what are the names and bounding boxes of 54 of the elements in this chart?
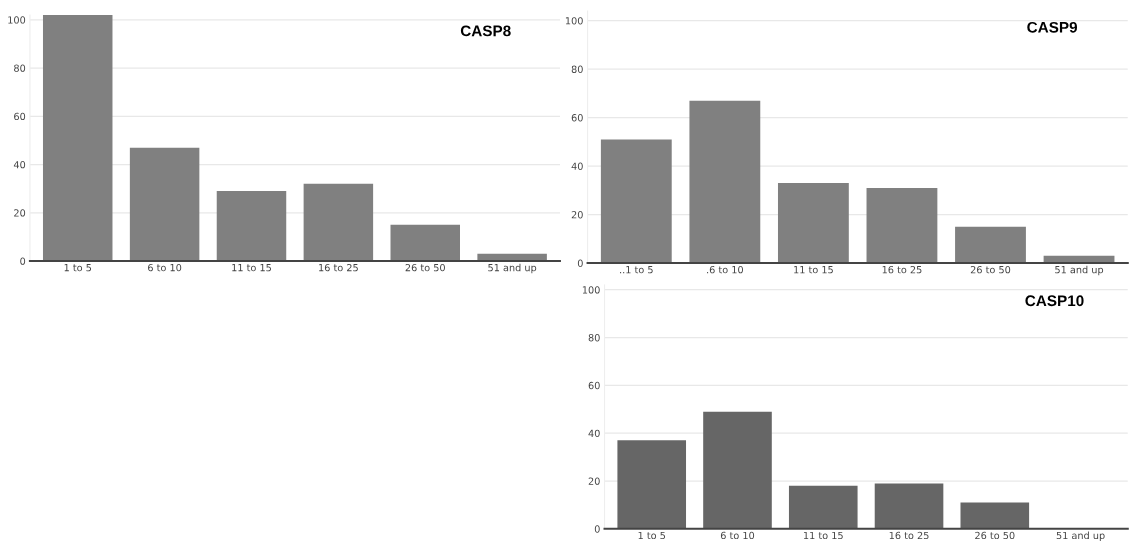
- bar: [874, 483, 944, 529]
- x-tick-label: 26 to 50: [405, 263, 445, 272]
- bar: [960, 502, 1030, 529]
- y-tick-label: 20: [14, 209, 26, 217]
- x-tick-label: 51 and up: [1055, 265, 1104, 276]
- bar: [788, 485, 858, 529]
- y-tick-label: 20: [588, 477, 600, 485]
- y-tick-label: 100: [8, 16, 26, 24]
- x-tick-label: 26 to 50: [970, 265, 1011, 274]
- y-tick-label: 0: [577, 259, 583, 267]
- x-tick-label: 6 to 10: [720, 531, 755, 540]
- bar: [703, 411, 772, 529]
- y-tick-label: 0: [594, 525, 600, 533]
- x-tick-label: ..1 to 5: [620, 266, 653, 274]
- bar: [600, 139, 672, 264]
- y-tick-label: 20: [571, 211, 583, 219]
- x-tick-label: .6 to 10: [707, 265, 743, 274]
- y-tick-label: 40: [13, 161, 26, 169]
- bar: [216, 191, 287, 262]
- y-tick-label: 80: [571, 65, 583, 73]
- x-tick-label: 1 to 5: [64, 264, 92, 272]
- bar: [303, 183, 374, 262]
- bar: [955, 226, 1026, 264]
- y-tick-label: 40: [588, 429, 600, 438]
- y-tick-label: 80: [14, 64, 26, 72]
- bar: [390, 224, 460, 262]
- x-tick-label: 16 to 25: [319, 263, 358, 272]
- x-tick-label: 16 to 25: [889, 531, 929, 540]
- y-tick-label: 40: [571, 162, 583, 170]
- text: CASP8: [460, 25, 511, 37]
- bar: [129, 147, 200, 262]
- x-tick-label: 51 and up: [1056, 531, 1105, 542]
- y-tick-label: 60: [14, 112, 26, 121]
- x-tick-label: 11 to 15: [794, 266, 833, 274]
- bar: [777, 183, 849, 264]
- y-tick-label: 0: [20, 257, 26, 265]
- x-tick-label: 26 to 50: [975, 531, 1015, 540]
- bar: [617, 440, 687, 529]
- y-tick-label: 80: [588, 334, 600, 342]
- text: CASP10: [1025, 295, 1084, 307]
- y-tick-label: 60: [588, 381, 600, 390]
- x-tick-label: 11 to 15: [232, 264, 271, 272]
- x-tick-label: 6 to 10: [148, 263, 182, 272]
- bar: [689, 100, 761, 264]
- bar: [42, 14, 113, 262]
- y-tick-label: 100: [565, 17, 583, 25]
- y-tick-label: 100: [582, 286, 600, 294]
- x-tick-label: 1 to 5: [638, 531, 666, 540]
- bar: [866, 187, 938, 264]
- x-tick-label: 16 to 25: [882, 265, 922, 274]
- x-tick-label: 51 and up: [488, 263, 537, 274]
- y-tick-label: 60: [571, 114, 583, 122]
- x-tick-label: 11 to 15: [803, 531, 843, 540]
- text: CASP9: [1027, 21, 1078, 33]
